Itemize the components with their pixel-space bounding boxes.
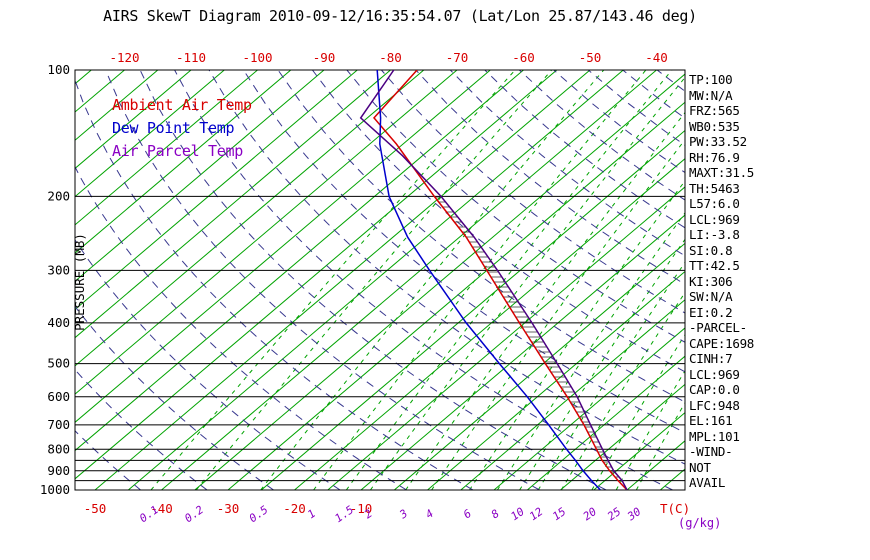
stat-line: PW:33.52 [689, 134, 747, 149]
svg-text:300: 300 [47, 262, 70, 277]
stat-line: KI:306 [689, 273, 733, 289]
dewpoint-curve [376, 70, 601, 490]
svg-text:400: 400 [47, 315, 70, 330]
stat-line: TP:100 [689, 72, 733, 87]
stat-line: -WIND- [689, 444, 733, 459]
svg-text:8: 8 [489, 507, 502, 522]
stat-line: LFC:948 [689, 397, 740, 413]
svg-text:30: 30 [624, 505, 643, 524]
mixing-unit-label: (g/kg) [678, 516, 721, 530]
temp-unit-label: T(C) [660, 501, 690, 516]
stat-line: MW:N/A [689, 87, 733, 103]
stat-line: LI:-3.8 [689, 227, 740, 242]
stat-line: MAXT:31.5 [689, 165, 755, 180]
svg-text:2: 2 [362, 507, 375, 522]
svg-text:-20: -20 [283, 501, 306, 516]
svg-text:-60: -60 [512, 50, 535, 65]
top-temp-labels: -120 -110 -100 -90 -80 -70 -60 -50 -40 [109, 50, 667, 65]
legend-ambient-air-temp: Ambient Air Temp [112, 96, 252, 114]
svg-text:0.5: 0.5 [247, 503, 271, 525]
ambient-temp-curve [373, 70, 628, 490]
svg-text:-90: -90 [313, 50, 336, 65]
parcel-temp-curve [359, 70, 628, 490]
stat-line: -PARCEL- [689, 320, 747, 335]
svg-text:-70: -70 [446, 50, 469, 65]
svg-text:800: 800 [47, 441, 70, 456]
chart-title: AIRS SkewT Diagram 2010-09-12/16:35:54.0… [103, 7, 697, 25]
svg-text:-10: -10 [350, 501, 373, 516]
svg-text:-100: -100 [242, 50, 272, 65]
isotherm-lines [75, 70, 685, 490]
stat-line: LCL:969 [689, 366, 740, 382]
svg-text:12: 12 [527, 505, 546, 523]
pressure-axis-label: PRESSURE (MB) [72, 233, 87, 331]
stat-line: LCL:969 [689, 211, 740, 227]
svg-text:-30: -30 [217, 501, 240, 516]
stat-line: AVAIL [689, 475, 726, 490]
svg-text:25: 25 [605, 505, 623, 523]
legend: Ambient Air Temp Dew Point Temp Air Parc… [112, 94, 252, 163]
svg-text:100: 100 [47, 62, 70, 77]
cape-hatch [434, 196, 619, 478]
bottom-temp-labels: -50 -40 -30 -20 -10 T(C) [84, 501, 690, 516]
stat-line: TT:42.5 [689, 258, 740, 273]
stat-line: MPL:101 [689, 428, 740, 444]
svg-text:15: 15 [550, 505, 568, 523]
stat-line: L57:6.0 [689, 196, 740, 211]
stats-panel: TP:100 MW:N/A FRZ:565 WB0:535 PW:33.52 RH:76.… [689, 72, 754, 491]
legend-air-parcel-temp: Air Parcel Temp [112, 142, 243, 160]
stat-line: EL:161 [689, 413, 733, 428]
stat-line: CAP:0.0 [689, 382, 740, 397]
pressure-labels: 100 200 300 400 500 600 700 800 900 1000 [40, 62, 70, 497]
svg-text:1: 1 [305, 507, 318, 521]
stat-line: SW:N/A [689, 289, 733, 304]
svg-text:1000: 1000 [40, 482, 70, 497]
mixing-ratio-lines [150, 70, 685, 490]
stat-line: NOT [689, 459, 711, 475]
svg-text:-40: -40 [645, 50, 668, 65]
stat-line: RH:76.9 [689, 149, 740, 165]
svg-text:-80: -80 [379, 50, 402, 65]
stat-line: CINH:7 [689, 351, 733, 366]
svg-text:20: 20 [581, 505, 600, 523]
svg-text:500: 500 [47, 356, 70, 371]
svg-text:200: 200 [47, 188, 70, 203]
stat-line: EI:0.2 [689, 304, 733, 320]
stat-line: TH:5463 [689, 180, 740, 196]
stat-line: FRZ:565 [689, 103, 740, 118]
stat-line: WB0:535 [689, 118, 740, 134]
svg-text:-50: -50 [579, 50, 602, 65]
svg-text:10: 10 [508, 505, 527, 523]
svg-text:900: 900 [47, 463, 70, 478]
svg-text:3: 3 [396, 507, 410, 522]
svg-text:700: 700 [47, 417, 70, 432]
plot-border [74, 69, 686, 491]
svg-text:600: 600 [47, 389, 70, 404]
svg-text:4: 4 [423, 507, 436, 521]
svg-text:-40: -40 [150, 501, 173, 516]
svg-text:-120: -120 [109, 50, 139, 65]
legend-dew-point-temp: Dew Point Temp [112, 119, 235, 137]
svg-text:6: 6 [461, 507, 474, 522]
svg-text:-50: -50 [84, 501, 107, 516]
svg-text:0.2: 0.2 [182, 503, 206, 525]
stat-line: CAPE:1698 [689, 335, 755, 351]
stat-line: SI:0.8 [689, 242, 733, 258]
svg-text:-110: -110 [176, 50, 206, 65]
